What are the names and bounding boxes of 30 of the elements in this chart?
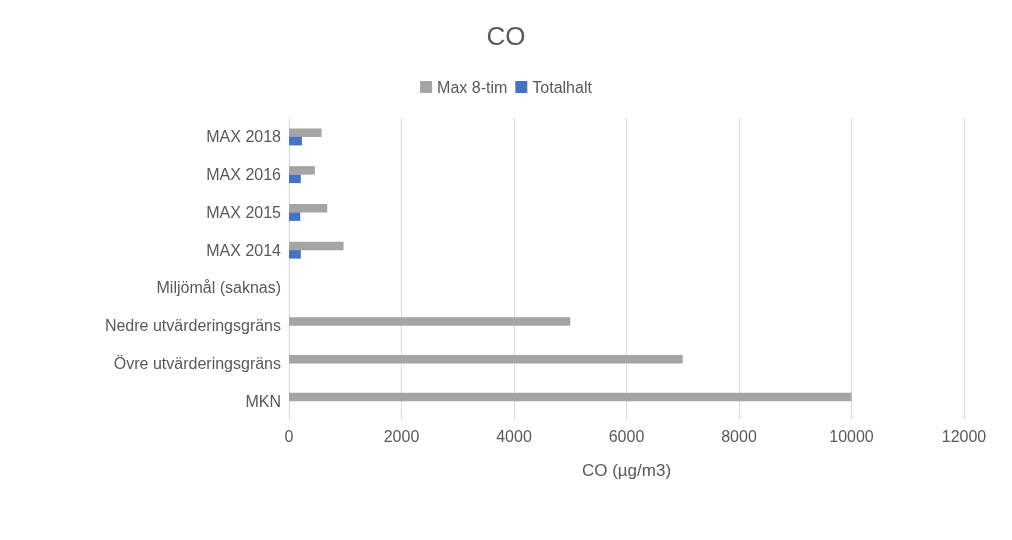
y-tick-label: MAX 2016	[206, 166, 282, 184]
y-tick-label: Nedre utvärderingsgräns	[104, 317, 281, 335]
bar	[289, 203, 328, 213]
bar	[289, 174, 301, 184]
y-tick-label: MAX 2018	[206, 128, 282, 146]
legend-label: Max 8-tim	[437, 78, 508, 96]
legend-label: Totalhalt	[532, 78, 593, 96]
bar	[289, 250, 301, 259]
y-tick-label: Miljömål (saknas)	[156, 279, 281, 297]
x-tick-label: 10000	[829, 427, 874, 445]
bar	[289, 392, 852, 402]
y-tick-label: MKN	[245, 392, 281, 410]
bar	[289, 212, 301, 221]
x-tick-label: 12000	[941, 427, 987, 445]
bar	[289, 136, 302, 146]
x-tick-label: 2000	[383, 427, 420, 445]
bar	[289, 241, 344, 251]
y-tick-label: Övre utvärderingsgräns	[113, 354, 281, 372]
x-tick-label: 0	[284, 427, 294, 445]
bar	[289, 128, 322, 137]
x-axis-title: CO (µg/m3)	[581, 461, 672, 480]
bar	[289, 354, 683, 364]
y-tick-label: MAX 2014	[206, 241, 282, 259]
y-tick-label: MAX 2015	[206, 203, 282, 221]
x-tick-label: 6000	[608, 427, 645, 445]
bar	[289, 317, 571, 326]
chart-title: CO	[486, 21, 526, 51]
x-tick-label: 8000	[721, 427, 757, 445]
x-tick-label: 4000	[496, 427, 532, 445]
bar	[289, 166, 315, 175]
